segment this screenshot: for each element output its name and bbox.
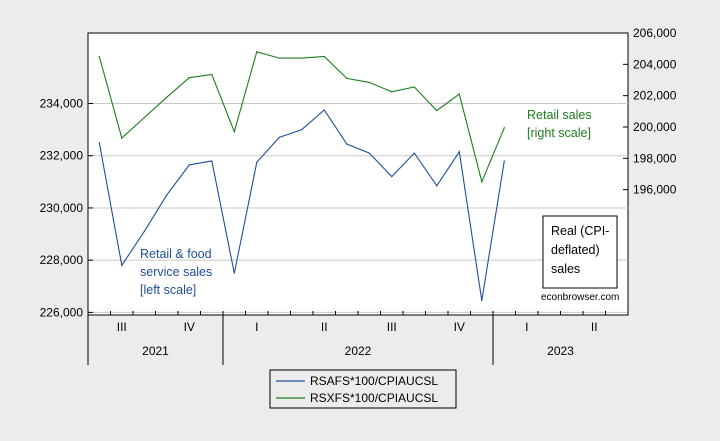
data-point [391, 91, 393, 93]
x-year-label: 2023 [547, 344, 574, 358]
right-tick-label: 196,000 [633, 183, 677, 197]
data-point [211, 73, 213, 76]
x-quarter-label: II [321, 320, 328, 334]
x-quarter-label: I [255, 320, 258, 334]
data-point [233, 272, 235, 274]
data-point [481, 300, 483, 302]
x-quarter-label: II [591, 320, 598, 334]
right-tick-label: 204,000 [633, 57, 677, 71]
left-series-label-line2: service sales [140, 265, 212, 279]
box-label-line3: sales [551, 262, 580, 276]
legend-label-rsxfs: RSXFS*100/CPIAUCSL [310, 391, 438, 405]
data-point [323, 55, 325, 58]
data-point [368, 152, 370, 154]
series-lines [98, 51, 505, 302]
data-point [503, 160, 505, 162]
data-point [413, 152, 415, 154]
data-point [143, 230, 145, 233]
left-series-label-line3: [left scale] [140, 283, 196, 297]
right-series-label-line2: [right scale] [527, 126, 591, 140]
data-point [458, 151, 460, 153]
credit-text: econbrowser.com [541, 292, 619, 303]
data-point [188, 77, 190, 79]
left-axis: 226,000 228,000 230,000 232,000 234,000 [40, 97, 93, 319]
data-point [323, 109, 325, 111]
left-tick-label: 228,000 [40, 253, 84, 267]
data-point [256, 51, 258, 53]
data-point [121, 264, 123, 266]
data-point [188, 164, 190, 166]
legend-box [269, 369, 457, 409]
data-point [278, 136, 280, 139]
right-tick-label: 202,000 [633, 89, 677, 103]
data-point [503, 127, 505, 129]
x-quarter-label: III [387, 320, 397, 334]
data-point [166, 96, 168, 98]
data-point [481, 181, 483, 183]
data-point [301, 57, 303, 59]
data-point [98, 55, 100, 58]
data-point [391, 176, 393, 178]
left-series-label-line1: Retail & food [140, 247, 212, 261]
x-year-label: 2021 [142, 344, 169, 358]
legend-label-rsafs: RSAFS*100/CPIAUCSL [310, 374, 438, 388]
data-point [346, 143, 348, 145]
data-point [436, 109, 438, 112]
x-quarter-label: IV [454, 320, 465, 334]
right-series-label-line1: Retail sales [527, 108, 592, 122]
left-tick-label: 234,000 [40, 97, 84, 111]
data-point [256, 161, 258, 163]
data-point [121, 137, 123, 139]
data-point [458, 93, 460, 95]
data-point [346, 77, 348, 80]
x-year-label: 2022 [345, 344, 372, 358]
data-point [436, 185, 438, 187]
data-point [301, 129, 303, 131]
x-quarter-label: III [117, 320, 127, 334]
data-point [98, 142, 100, 144]
right-tick-label: 206,000 [633, 26, 677, 40]
right-axis: 196,000 198,000 200,000 202,000 204,000 206,0… [623, 26, 677, 197]
left-tick-label: 232,000 [40, 149, 84, 163]
x-quarter-label: IV [184, 320, 195, 334]
data-point [166, 194, 168, 196]
right-tick-label: 200,000 [633, 120, 677, 134]
data-point [278, 57, 280, 59]
real-sales-box [542, 215, 618, 289]
box-label-line1: Real (CPI- [551, 224, 609, 238]
x-quarter-label: I [525, 320, 528, 334]
data-point [233, 131, 235, 133]
data-point [211, 160, 213, 162]
data-point [413, 86, 415, 88]
right-tick-label: 198,000 [633, 151, 677, 165]
box-label-line2: deflated) [551, 243, 600, 257]
left-tick-label: 226,000 [40, 305, 84, 319]
data-point [143, 117, 145, 119]
data-point [368, 81, 370, 83]
left-tick-label: 230,000 [40, 201, 84, 215]
